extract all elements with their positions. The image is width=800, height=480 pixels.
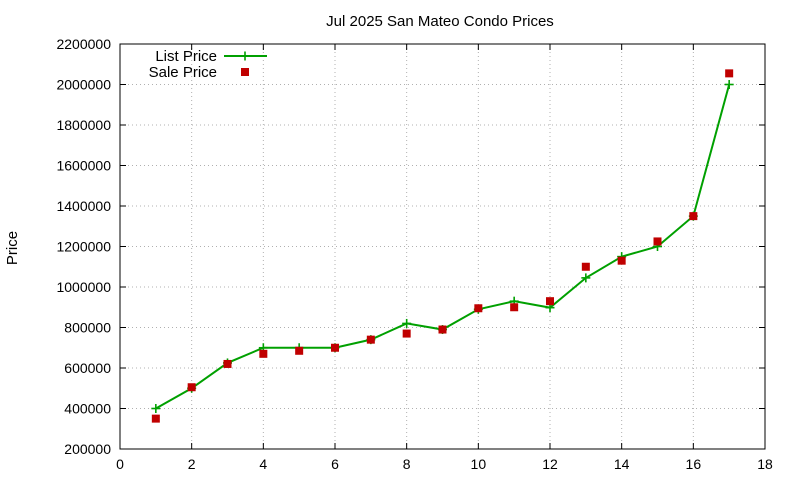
sale-price-point [402,329,411,338]
sale-price-point [259,349,268,358]
series [151,69,734,423]
list-price-point [581,273,591,283]
sale-price-point [366,335,375,344]
x-tick-label: 0 [116,456,124,472]
grid [120,44,765,449]
y-tick-label: 2000000 [56,77,111,93]
list-price-point [151,404,161,413]
sale-price-point [474,304,483,313]
sale-price-point [725,69,734,78]
sale-price-point [295,346,304,355]
y-tick-label: 1200000 [56,239,111,255]
legend-label-sale-price: Sale Price [149,64,217,81]
series-sale-price [151,69,734,423]
y-tick-label: 1600000 [56,158,111,174]
sale-price-point [581,262,590,271]
legend-label-list-price: List Price [155,48,217,65]
x-tick-label: 16 [686,456,702,472]
y-tick-label: 1800000 [56,117,111,133]
y-tick-label: 200000 [64,441,111,457]
x-tick-label: 18 [757,456,773,472]
x-tick-label: 4 [259,456,267,472]
y-axis-label: Price [4,231,21,265]
sale-price-point [187,383,196,392]
sale-price-point [151,414,160,423]
x-tick-label: 8 [403,456,411,472]
y-tick-label: 600000 [64,360,111,376]
list-price-point [724,80,734,89]
series-list-price [151,80,734,413]
list-price-point [402,318,412,328]
y-tick-label: 400000 [64,401,111,417]
x-tick-label: 14 [614,456,630,472]
chart-title: Jul 2025 San Mateo Condo Prices [326,13,554,30]
x-tick-label: 6 [331,456,339,472]
sale-price-point [331,343,339,352]
legend-marker-sale-price [241,68,249,76]
x-tick-label: 10 [471,456,487,472]
y-tick-label: 2200000 [56,36,111,52]
sale-price-point [546,297,554,306]
list-price-line [155,84,731,410]
y-tick-label: 800000 [64,320,111,336]
legend-marker-list-price [240,51,250,61]
sale-price-point [223,359,232,368]
x-tick-label: 12 [542,456,558,472]
x-tick-label: 2 [188,456,196,472]
sale-price-point [617,256,626,265]
sale-price-point [653,237,662,246]
sale-price-point [438,325,447,334]
sale-price-point [689,212,698,221]
axis-ticks: 200000 400000 600000 800000 1000000 1200000 14… [56,36,773,472]
y-tick-label: 1400000 [56,198,111,214]
y-tick-label: 1000000 [56,279,111,295]
sale-price-point [510,303,519,312]
